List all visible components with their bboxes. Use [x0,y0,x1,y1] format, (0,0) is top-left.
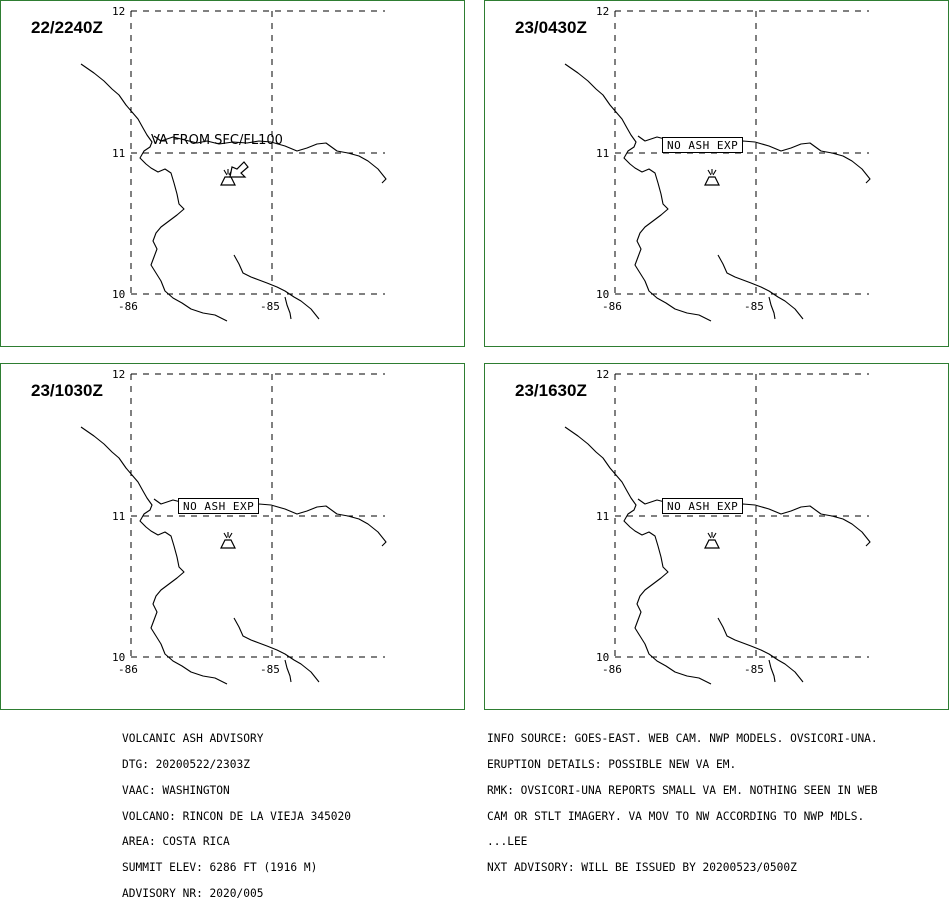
lat-label-12: 12 [112,5,126,18]
lat-label-12: 12 [112,368,126,381]
map-canvas [80,10,387,322]
coastline-north [153,135,387,184]
lat-label-12: 12 [596,368,610,381]
lat-label-11: 11 [596,510,610,523]
advisory-line: VOLCANO: RINCON DE LA VIEJA 345020 [122,809,352,823]
advisory-line: ERUPTION DETAILS: POSSIBLE NEW VA EM. [487,757,737,771]
volcano-symbol-icon [220,539,236,549]
panel-time: 23/0430Z [515,18,587,37]
lon-label-85: -85 [744,663,764,676]
advisory-line: ADVISORY NR: 2020/005 [122,886,264,900]
lon-label-86: -86 [602,300,622,313]
lon-label-86: -86 [602,663,622,676]
advisory-line: RMK: OVSICORI-UNA REPORTS SMALL VA EM. N… [487,783,878,797]
coastline-gulf [717,617,804,683]
ash-label: VA FROM SFC/FL100 [151,133,283,148]
advisory-line: NXT ADVISORY: WILL BE ISSUED BY 20200523… [487,861,797,875]
lon-label-85: -85 [260,663,280,676]
coastline-gulf-inner [768,296,776,320]
coastline-gulf [717,254,804,320]
coastline-gulf [233,254,320,320]
lat-label-10: 10 [112,651,126,664]
advisory-line: VAAC: WASHINGTON [122,783,230,797]
lat-label-12: 12 [596,5,610,18]
advisory-line: ...LEE [487,835,528,849]
coastline-pacific [564,426,712,685]
coastline-gulf [233,617,320,683]
lat-label-10: 10 [596,288,610,301]
advisory-line: SUMMIT ELEV: 6286 FT (1916 M) [122,861,318,875]
advisory-line: AREA: COSTA RICA [122,835,230,849]
coastline-pacific [80,426,228,685]
volcano-plume-icon [707,169,717,176]
advisory-line: INFO SOURCE: GOES-EAST. WEB CAM. NWP MOD… [487,732,878,746]
coastline-pacific [80,63,228,322]
lat-label-11: 11 [112,510,126,523]
lat-label-10: 10 [112,288,126,301]
map-canvas [564,10,871,322]
panel-time: 22/2240Z [31,18,103,37]
volcano-symbol-icon [704,539,720,549]
volcano-plume-icon [223,532,233,539]
volcano-symbol-icon [704,176,720,186]
volcano-plume-icon [707,532,717,539]
map-panel-1: 22/2240Z 12 11 10 -86 -85 VA FROM SFC/FL… [0,0,465,347]
advisory-line: DTG: 20200522/2303Z [122,757,250,771]
coastline-gulf-inner [284,659,292,683]
lon-label-86: -86 [118,300,138,313]
advisory-left: VOLCANIC ASH ADVISORY DTG: 20200522/2303… [122,718,351,907]
advisory-line: VOLCANIC ASH ADVISORY [122,732,264,746]
volcano-symbol-icon [220,176,236,186]
advisory-line: CAM OR STLT IMAGERY. VA MOV TO NW ACCORD… [487,809,865,823]
panel-time: 23/1030Z [31,381,103,400]
lat-label-11: 11 [112,147,126,160]
coastline-gulf-inner [768,659,776,683]
coastline-gulf-inner [284,296,292,320]
lon-label-85: -85 [260,300,280,313]
lat-label-11: 11 [596,147,610,160]
map-panel-4: 23/1630Z 12 11 10 -86 -85 NO ASH EXP [484,363,949,710]
ash-label: NO ASH EXP [178,498,260,514]
map-panel-2: 23/0430Z 12 11 10 -86 -85 NO ASH EXP [484,0,949,347]
map-canvas [564,373,871,685]
ash-label: NO ASH EXP [662,498,744,514]
advisory-right: INFO SOURCE: GOES-EAST. WEB CAM. NWP MOD… [487,718,878,881]
map-canvas [80,373,387,685]
ash-direction-arrow-icon [229,161,249,178]
lon-label-86: -86 [118,663,138,676]
map-panel-3: 23/1030Z 12 11 10 -86 -85 NO ASH EXP [0,363,465,710]
panel-time: 23/1630Z [515,381,587,400]
lat-label-10: 10 [596,651,610,664]
coastline-pacific [564,63,712,322]
lon-label-85: -85 [744,300,764,313]
ash-label: NO ASH EXP [662,137,744,153]
